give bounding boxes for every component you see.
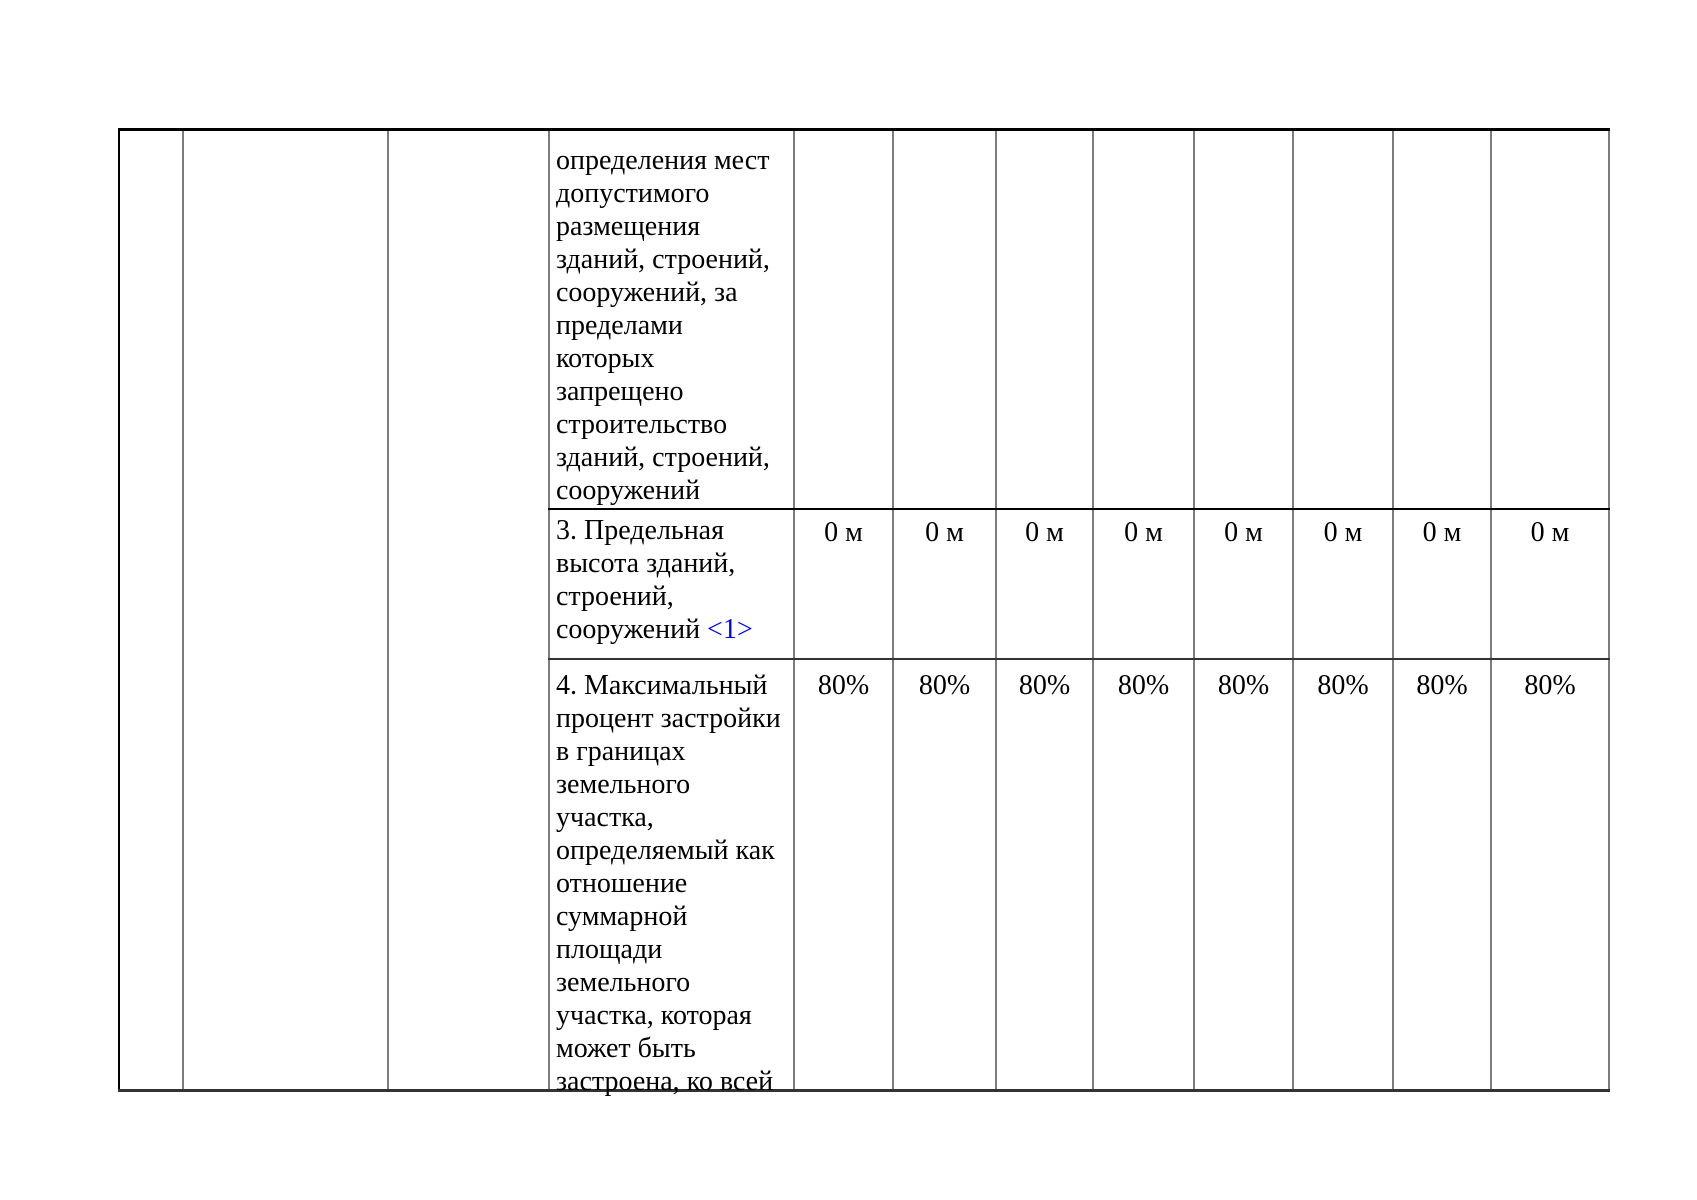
max-coverage-value: 80% xyxy=(1524,670,1576,701)
grid-line-vertical xyxy=(387,128,389,1091)
grid-line-horizontal xyxy=(118,128,1610,131)
grid-line-horizontal xyxy=(548,658,1610,660)
max-height-value: 0 м xyxy=(1422,517,1462,548)
grid-line-vertical xyxy=(995,128,997,1091)
max-coverage-value: 80% xyxy=(1416,670,1468,701)
max-height-parameter-label: 3. Предельная высота зданий, строений, с… xyxy=(556,514,792,646)
grid-line-vertical xyxy=(892,128,894,1091)
grid-line-vertical xyxy=(548,128,550,1091)
max-height-value: 0 м xyxy=(1224,517,1263,548)
footnote-1-link[interactable]: <1> xyxy=(707,614,753,645)
max-height-value: 0 м xyxy=(824,517,863,548)
grid-line-vertical xyxy=(118,128,120,1091)
max-coverage-value: 80% xyxy=(1018,670,1071,701)
max-height-value: 0 м xyxy=(1323,517,1363,548)
max-height-value: 0 м xyxy=(1025,517,1064,548)
max-coverage-value: 80% xyxy=(1217,670,1270,701)
grid-line-vertical xyxy=(1608,128,1610,1091)
max-height-value: 0 м xyxy=(925,517,964,548)
grid-line-vertical xyxy=(182,128,184,1091)
max-coverage-value: 80% xyxy=(918,670,971,701)
setback-continuation-text: определения мест допустимого размещения … xyxy=(556,145,770,506)
max-height-value: 0 м xyxy=(1124,517,1163,548)
grid-line-vertical xyxy=(1292,128,1294,1091)
max-coverage-parameter-label: 4. Максимальный процент застройки в гран… xyxy=(556,670,781,1097)
grid-line-horizontal xyxy=(548,508,1610,510)
grid-line-vertical xyxy=(1490,128,1492,1091)
max-coverage-value: 80% xyxy=(1317,670,1369,701)
grid-line-vertical xyxy=(1193,128,1195,1091)
grid-line-vertical xyxy=(793,128,795,1091)
grid-line-vertical xyxy=(1092,128,1094,1091)
max-coverage-value: 80% xyxy=(1117,670,1170,701)
max-coverage-value: 80% xyxy=(817,670,870,701)
max-height-parameter-text: 3. Предельная высота зданий, строений, с… xyxy=(556,515,736,645)
grid-line-vertical xyxy=(1392,128,1394,1091)
max-height-value: 0 м xyxy=(1530,517,1570,548)
grid-line-horizontal xyxy=(118,1089,1610,1092)
